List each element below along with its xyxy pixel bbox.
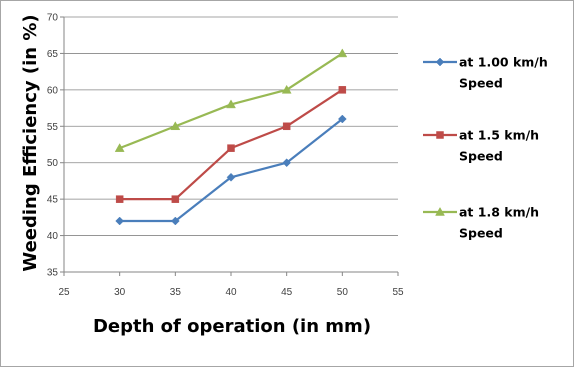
series-2 [115, 86, 347, 203]
series-1 [115, 114, 347, 226]
legend-label: Speed [459, 226, 503, 241]
y-tick-label: 65 [47, 49, 59, 60]
legend-label: at 1.8 km/h [459, 205, 539, 220]
y-tick-label: 40 [47, 231, 59, 242]
series-3 [114, 48, 348, 152]
x-axis-title: Depth of operation (in mm) [93, 316, 371, 337]
y-tick-label: 35 [47, 268, 59, 279]
data-point [170, 216, 180, 226]
y-tick-label: 50 [47, 158, 59, 169]
x-tick-label: 45 [281, 287, 293, 298]
data-point [170, 121, 181, 131]
x-tick-label: 50 [337, 287, 349, 298]
legend-label: at 1.00 km/h [459, 55, 548, 70]
legend-label: Speed [459, 76, 503, 91]
legend-marker [436, 131, 444, 139]
data-point [226, 99, 236, 109]
data-point [281, 84, 292, 94]
gridlines [64, 16, 398, 236]
data-point [227, 144, 235, 152]
data-point [337, 114, 347, 124]
data-point [115, 195, 124, 203]
y-axis-title: Weeding Efficiency (in %) [20, 14, 41, 271]
x-tick-label: 55 [392, 287, 404, 298]
data-point [282, 122, 291, 131]
legend-label: Speed [459, 149, 503, 164]
legend-marker [435, 206, 445, 216]
x-tick-label: 30 [114, 287, 126, 298]
axes [60, 16, 399, 276]
data-point [338, 86, 347, 94]
legend-item-3: at 1.8 km/h Speed [423, 205, 539, 241]
data-point [114, 143, 125, 152]
x-tick-label: 40 [225, 287, 237, 298]
y-tick-label: 55 [47, 122, 59, 133]
series [114, 48, 348, 226]
legend-item-1: at 1.00 km/h Speed [423, 55, 548, 91]
data-point [337, 48, 348, 58]
y-tick-labels: 35 40 45 50 55 60 65 70 [47, 13, 59, 279]
data-point [226, 172, 236, 182]
legend-label: at 1.5 km/h [459, 128, 539, 143]
legend-item-2: at 1.5 km/h Speed [423, 128, 539, 164]
y-tick-label: 70 [47, 13, 59, 24]
data-point [115, 216, 125, 226]
data-point [171, 195, 180, 203]
x-tick-label: 35 [170, 287, 182, 298]
x-tick-labels: 25 30 35 40 45 50 55 [58, 287, 404, 298]
x-tick-label: 25 [58, 287, 70, 298]
legend-marker [435, 57, 445, 67]
y-tick-label: 60 [47, 85, 59, 96]
data-point [282, 158, 292, 168]
y-tick-label: 45 [47, 195, 59, 206]
